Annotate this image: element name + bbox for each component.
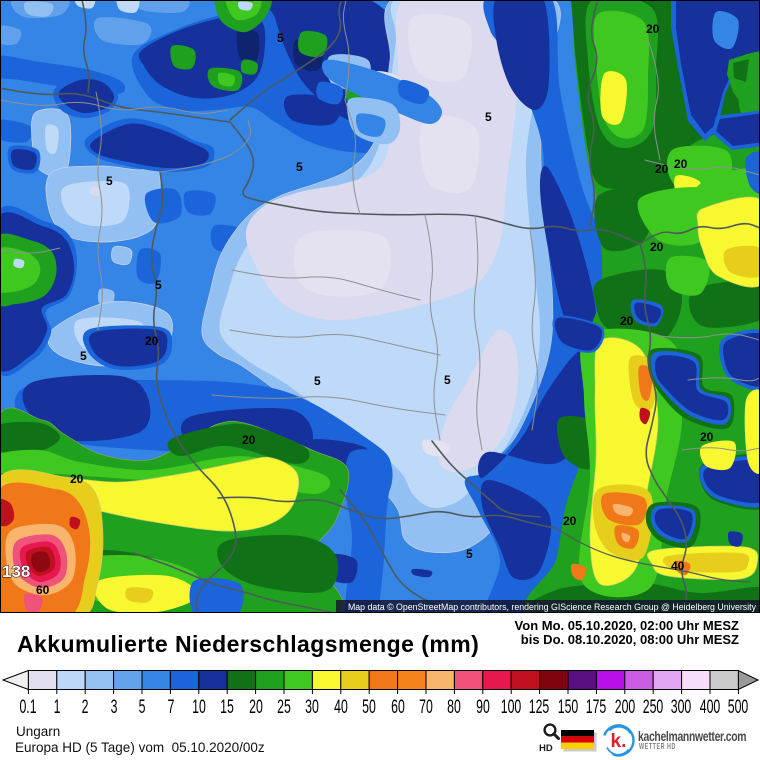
svg-text:40: 40 — [671, 559, 685, 573]
svg-text:138: 138 — [2, 562, 30, 581]
svg-text:Map data © OpenStreetMap contr: Map data © OpenStreetMap contributors, r… — [348, 602, 757, 612]
svg-text:20: 20 — [650, 240, 664, 254]
svg-text:5: 5 — [277, 31, 284, 45]
svg-text:20: 20 — [563, 514, 577, 528]
svg-text:20: 20 — [145, 334, 159, 348]
svg-text:20: 20 — [646, 22, 660, 36]
svg-text:20: 20 — [620, 314, 634, 328]
svg-text:20: 20 — [655, 162, 669, 176]
svg-text:20: 20 — [242, 433, 256, 447]
svg-text:5: 5 — [444, 373, 451, 387]
svg-text:k.: k. — [611, 731, 627, 752]
svg-text:HD: HD — [539, 743, 553, 754]
svg-text:5: 5 — [155, 278, 162, 292]
svg-text:20: 20 — [70, 472, 84, 486]
svg-text:5: 5 — [106, 174, 113, 188]
svg-text:5: 5 — [80, 349, 87, 363]
svg-text:20: 20 — [674, 157, 688, 171]
svg-text:20: 20 — [700, 430, 714, 444]
svg-text:5: 5 — [485, 110, 492, 124]
svg-text:5: 5 — [466, 547, 473, 561]
svg-text:60: 60 — [36, 583, 50, 597]
svg-text:5: 5 — [296, 160, 303, 174]
svg-text:5: 5 — [314, 374, 321, 388]
